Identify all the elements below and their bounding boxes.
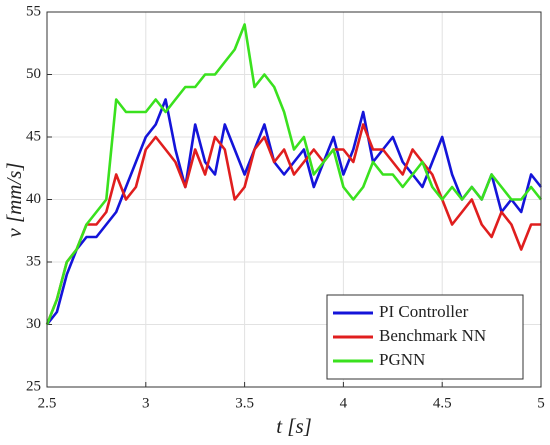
series-line xyxy=(45,23,543,325)
x-tick-label: 4.5 xyxy=(433,395,452,411)
y-tick-label: 40 xyxy=(26,191,41,207)
legend-label: Benchmark NN xyxy=(379,326,486,345)
series-line xyxy=(45,98,543,326)
legend-label: PI Controller xyxy=(379,302,469,321)
y-tick-label: 30 xyxy=(26,316,41,332)
x-tick-label: 2.5 xyxy=(38,395,57,411)
y-tick-label: 50 xyxy=(26,66,41,82)
x-tick-label: 5 xyxy=(537,395,545,411)
x-tick-label: 4 xyxy=(340,395,348,411)
y-tick-label: 25 xyxy=(26,378,41,394)
y-tick-label: 35 xyxy=(26,253,41,269)
x-tick-label: 3 xyxy=(142,395,150,411)
y-axis-label: v [mm/s] xyxy=(2,162,26,237)
y-tick-label: 45 xyxy=(26,128,41,144)
plot-frame xyxy=(46,11,542,388)
series-line xyxy=(45,123,541,325)
x-axis-label: t [s] xyxy=(276,414,312,438)
legend-label: PGNN xyxy=(379,350,425,369)
legend: PI Controller Benchmark NN PGNN xyxy=(326,294,524,380)
y-tick-label: 55 xyxy=(26,3,41,19)
x-tick-label: 3.5 xyxy=(235,395,254,411)
